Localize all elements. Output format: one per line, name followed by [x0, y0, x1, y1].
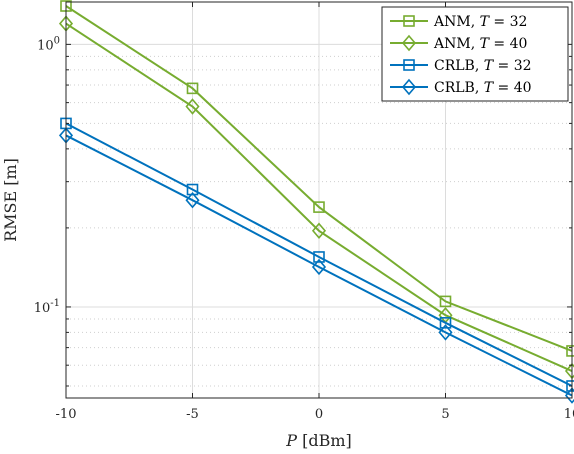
square-marker	[403, 59, 415, 71]
legend-label: CRLB, T = 40	[434, 80, 532, 96]
diamond-marker	[564, 387, 574, 404]
legend-item: CRLB, T = 32	[390, 58, 532, 74]
x-tick-label: -5	[186, 407, 199, 422]
square-marker	[403, 15, 415, 27]
legend-item: ANM, T = 40	[390, 34, 527, 52]
square-marker	[186, 82, 199, 95]
x-axis-label-var: P	[285, 431, 297, 450]
legend-label: ANM, T = 32	[433, 14, 527, 30]
series-3	[60, 117, 574, 392]
y-tick-label: 100	[37, 35, 60, 53]
legend-item: ANM, T = 32	[390, 14, 527, 30]
diamond-marker	[401, 34, 417, 52]
legend-item: CRLB, T = 40	[390, 78, 532, 96]
diamond-marker	[311, 258, 327, 276]
x-tick-label: 0	[315, 407, 323, 422]
x-tick-label: 10	[564, 407, 574, 422]
x-tick-label: 5	[441, 407, 449, 422]
diamond-marker	[185, 98, 200, 115]
y-tick-label: 10-1	[34, 298, 60, 316]
square-marker	[186, 183, 199, 196]
square-marker	[313, 251, 325, 263]
series-line	[65, 5, 573, 352]
diamond-marker	[311, 222, 327, 240]
grid-lines	[65, 2, 573, 398]
series-line	[65, 134, 573, 397]
legend-label: CRLB, T = 32	[434, 58, 532, 74]
axis-ticks: -10 -5 0 5 10 100 10-1	[34, 2, 574, 422]
square-marker	[313, 201, 325, 213]
legend: ANM, T = 32 ANM, T = 40 CRLB, T = 32 CRLB, …	[381, 6, 569, 102]
x-tick-label: -10	[56, 407, 77, 422]
series-line	[65, 122, 573, 387]
x-axis-label: P [dBm]	[285, 431, 352, 450]
diamond-marker	[401, 78, 417, 96]
square-marker	[439, 295, 452, 308]
series-4	[58, 127, 574, 404]
y-axis-label: RMSE [m]	[1, 158, 20, 242]
diamond-marker	[185, 191, 200, 209]
x-axis-label-unit: [dBm]	[297, 431, 352, 450]
diamond-marker	[438, 324, 453, 341]
legend-label: ANM, T = 40	[433, 36, 527, 52]
square-marker	[439, 317, 452, 329]
series-line	[65, 22, 573, 372]
